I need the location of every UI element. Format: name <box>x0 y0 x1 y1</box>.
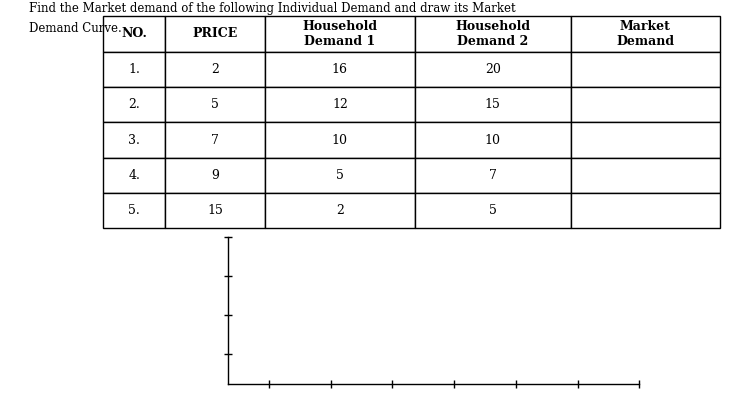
Text: Find the Market demand of the following Individual Demand and draw its Market: Find the Market demand of the following … <box>29 2 516 15</box>
Text: Demand Curve.: Demand Curve. <box>29 22 122 35</box>
